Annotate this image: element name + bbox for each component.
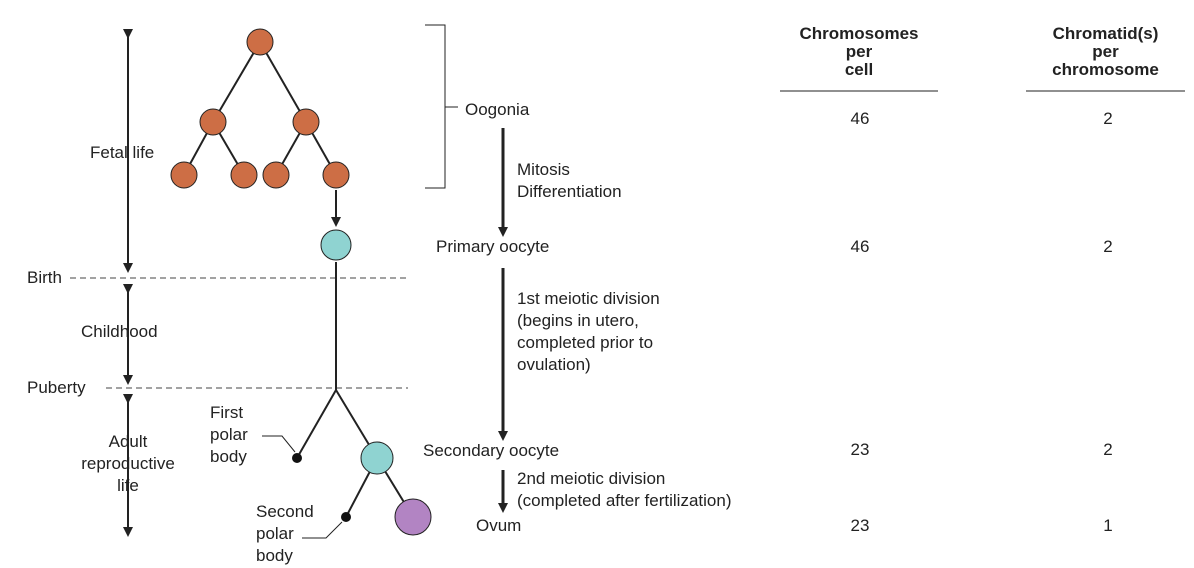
chromatids-value-ovum: 1 (1103, 516, 1113, 535)
chromosomes-header: Chromosomes per cell (799, 24, 919, 79)
mitosis-label: Mitosis Differentiation (517, 160, 622, 201)
oogonia-label: Oogonia (465, 100, 530, 119)
chromosomes-value-secondary: 23 (850, 440, 870, 459)
ovum-cell (394, 498, 432, 536)
birth-label: Birth (27, 268, 62, 287)
oogonium-cell (262, 161, 290, 189)
first-meiotic-label: 1st meiotic division (begins in utero, c… (517, 289, 660, 374)
first-polar-body-label: First polar body (210, 403, 248, 466)
chromatids-value-oogonia: 2 (1103, 109, 1113, 128)
oogonium-cell (292, 108, 320, 136)
secondary-oocyte-label: Secondary oocyte (423, 441, 560, 460)
primary-oocyte-cell (320, 229, 352, 261)
puberty-label: Puberty (27, 378, 86, 397)
chromatids-value-secondary: 2 (1103, 440, 1113, 459)
oogonium-cell (246, 28, 274, 56)
oogonia-bracket (425, 24, 446, 189)
oogonium-cell (199, 108, 227, 136)
second-polar-body-leader (302, 521, 343, 539)
first-division-line-left (296, 389, 337, 459)
primary-oocyte-label: Primary oocyte (436, 237, 550, 256)
fetal-life-label: Fetal life (90, 143, 155, 162)
oogonia-cells (170, 28, 350, 189)
oogonium-cell (230, 161, 258, 189)
second-polar-body-dot (341, 512, 351, 522)
first-polar-body-dot (292, 453, 302, 463)
chromatids-header: Chromatid(s) per chromosome (1052, 24, 1159, 79)
adult-life-label: Adult reproductive life (81, 432, 175, 495)
first-polar-body-leader (262, 435, 296, 453)
chromosomes-value-ovum: 23 (850, 516, 870, 535)
chromatids-value-primary: 2 (1103, 237, 1113, 256)
oogonia-tree-lines (183, 41, 337, 176)
second-meiotic-label: 2nd meiotic division (completed after fe… (517, 469, 732, 510)
chromosomes-value-oogonia: 46 (850, 109, 870, 128)
oogonium-cell (322, 161, 350, 189)
second-polar-body-label: Second polar body (256, 502, 314, 565)
secondary-oocyte-cell (360, 441, 394, 475)
chromosomes-value-primary: 46 (850, 237, 870, 256)
oogonium-cell (170, 161, 198, 189)
childhood-label: Childhood (81, 322, 158, 341)
ovum-label: Ovum (476, 516, 522, 535)
